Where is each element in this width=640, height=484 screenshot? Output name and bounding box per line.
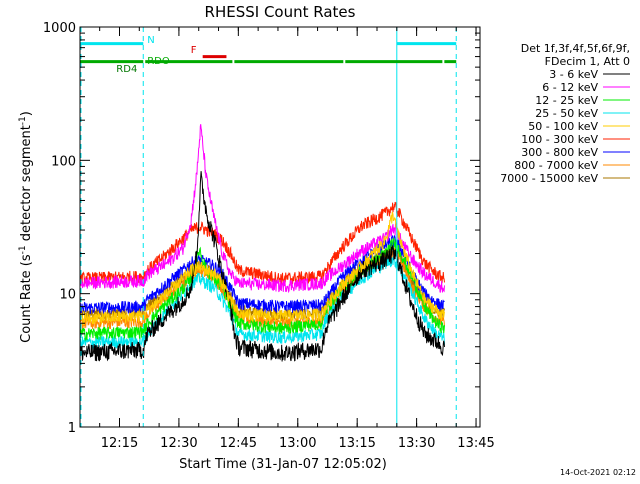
series-layer [79,124,445,362]
plot-frame [79,26,481,428]
legend-label-3: 25 - 50 keV [535,107,598,120]
y-axis-label-part1: Count Rate (s [19,254,34,343]
x-axis-label: Start Time (31-Jan-07 12:05:02) [179,457,387,472]
y-axis-label-sup1: -1 [18,245,28,254]
x-tick-label-2: 12:45 [220,436,257,451]
series-line-50-100kev [79,211,445,326]
y-tick-label-0: 1 [68,421,76,436]
x-tick-label-0: 12:15 [101,436,138,451]
x-tick-label-4: 13:15 [338,436,375,451]
x-tick-label-1: 12:30 [160,436,197,451]
legend-header-line1: Det 1f,3f,4f,5f,6f,9f, [521,42,630,55]
y-axis-label-part3: ) [19,111,34,116]
series-line-3-6kev [79,171,445,362]
y-axis-label: Count Rate (s-1 detector segment-1) [18,111,34,343]
legend-label-8: 7000 - 15000 keV [500,172,598,185]
generation-timestamp: 14-Oct-2021 02:12 [560,468,636,477]
y-tick-label-1: 10 [59,288,76,303]
legend-header-line2: FDecim 1, Att 0 [545,55,630,68]
legend-label-0: 3 - 6 keV [549,68,598,81]
flag-label-f: F [191,45,197,56]
y-tick-label-3: 1000 [43,21,76,36]
x-tick-label-3: 13:00 [279,436,316,451]
tick-layer: 12:15 12:30 12:45 13:00 13:15 13:30 13:45 1 10 10… [43,21,495,451]
legend-label-4: 50 - 100 keV [528,120,598,133]
legend-label-2: 12 - 25 keV [535,94,598,107]
flag-label-rd4: RD4 [116,64,137,75]
vertical-marker-layer [80,27,457,427]
legend-label-5: 100 - 300 keV [521,133,598,146]
x-tick-label-6: 13:45 [457,436,494,451]
flag-layer: N F RDO RD4 [80,35,457,75]
y-tick-label-2: 100 [51,154,76,169]
y-axis-label-sup2: -1 [18,116,28,125]
legend-label-7: 800 - 7000 keV [514,159,598,172]
chart-title: RHESSI Count Rates [205,3,356,21]
legend-label-1: 6 - 12 keV [542,81,598,94]
y-axis-label-part2: detector segment [19,125,34,245]
legend-label-6: 300 - 800 keV [521,146,598,159]
x-tick-label-5: 13:30 [398,436,435,451]
flag-label-rdo: RDO [147,56,170,67]
series-line-12-25kev [79,237,445,342]
legend: Det 1f,3f,4f,5f,6f,9f, FDecim 1, Att 0 3… [500,42,630,185]
series-line-100-300kev [79,201,445,286]
flag-label-n: N [147,35,154,46]
